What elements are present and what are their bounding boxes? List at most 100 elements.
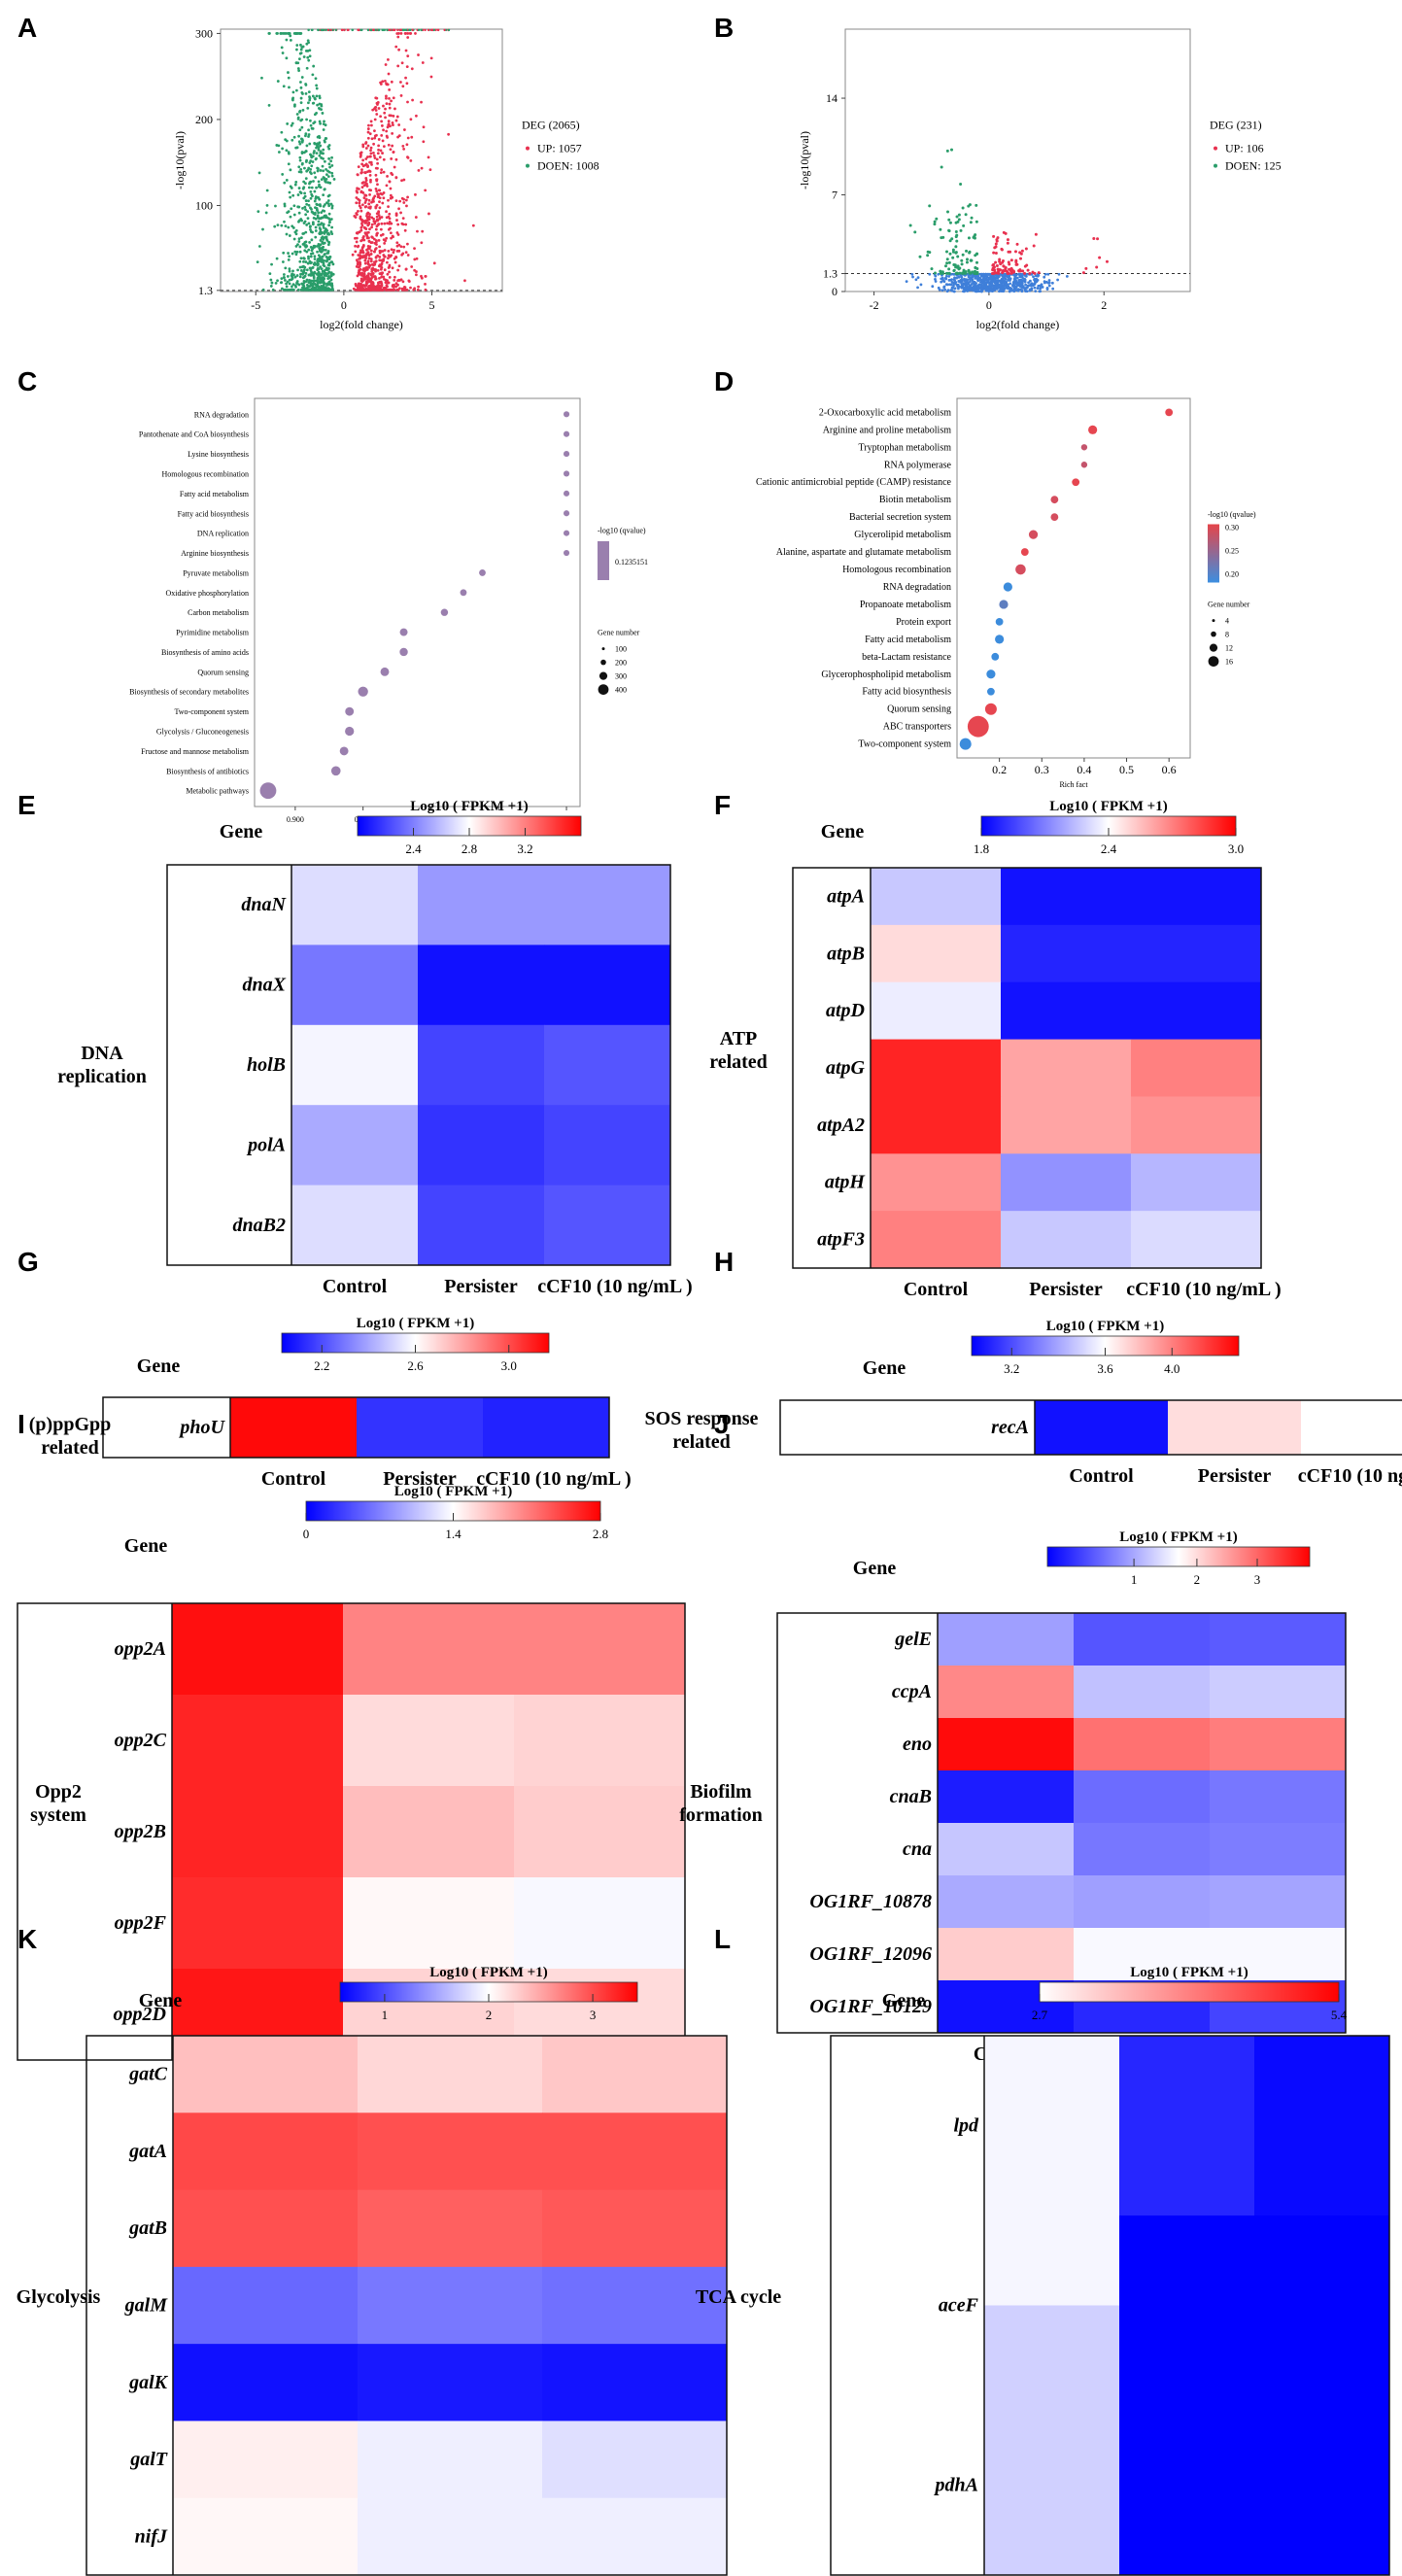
ns-point (1040, 283, 1043, 287)
up-point (406, 54, 410, 58)
down-point (967, 236, 971, 240)
heatmap-cell (358, 2344, 543, 2421)
heatmap-cell (1131, 1039, 1262, 1097)
down-point (299, 96, 303, 100)
up-point (399, 245, 403, 249)
down-point (283, 204, 287, 208)
up-point (367, 123, 370, 127)
up-point (367, 198, 371, 202)
down-point (277, 151, 281, 154)
down-point (304, 213, 308, 217)
bubble-point (967, 715, 989, 738)
down-point (327, 162, 331, 166)
up-point (1021, 269, 1025, 273)
category-label: Fatty acid biosynthesis (862, 687, 951, 698)
down-point (298, 142, 302, 146)
up-point (374, 227, 378, 231)
up-point (376, 161, 379, 165)
heatmap-cell (1074, 1875, 1211, 1929)
up-point (383, 241, 387, 245)
down-point (308, 259, 312, 263)
bubble-point (1072, 478, 1080, 487)
gene-header: Gene (821, 821, 865, 842)
up-point (380, 258, 383, 262)
down-point (961, 272, 965, 276)
down-point (319, 265, 323, 269)
category-label: formation (679, 1804, 763, 1826)
condition-label: cCF10 (10 ng/mL ) (1298, 1465, 1402, 1487)
up-point (383, 287, 387, 291)
category-label: beta-Lactam resistance (862, 652, 951, 663)
down-point (286, 275, 290, 278)
down-point (319, 121, 323, 125)
heatmap-cell (172, 1695, 344, 1787)
capped-point (340, 28, 344, 32)
category-label: ATP (720, 1028, 758, 1049)
heatmap-frame (792, 867, 1262, 1269)
up-point (386, 57, 390, 61)
bubble-point (563, 470, 570, 477)
colorbar-tick-label: 3.6 (1097, 1361, 1113, 1376)
up-point (357, 165, 360, 169)
down-point (305, 118, 308, 121)
down-point (315, 245, 319, 248)
bubble-point (999, 600, 1009, 609)
category-label: Arginine biosynthesis (181, 549, 249, 558)
colorbar-tick-label: 2.8 (462, 841, 477, 856)
down-point (310, 282, 314, 286)
heatmap-cell (544, 945, 671, 1026)
down-point (298, 245, 302, 249)
down-point (313, 199, 317, 203)
down-point (288, 267, 291, 271)
heatmap-cell (1210, 1666, 1347, 1719)
down-point (309, 245, 313, 249)
heatmap-cell (358, 2266, 543, 2345)
up-point (384, 63, 388, 66)
ns-point (938, 288, 941, 292)
down-point (325, 180, 327, 184)
up-point (407, 280, 411, 284)
up-point (365, 266, 368, 270)
up-point (360, 181, 364, 185)
up-point (355, 258, 359, 262)
up-point (396, 279, 399, 283)
down-point (326, 274, 330, 278)
category-label: Glycolysis / Gluconeogenesis (156, 728, 249, 737)
down-point (311, 155, 315, 158)
bubble-point (1028, 530, 1039, 539)
up-point (388, 275, 392, 279)
up-point (379, 267, 383, 271)
panel-label-J: J (714, 1409, 730, 1439)
capped-point (386, 28, 389, 32)
heatmap-cell (358, 2189, 543, 2268)
gene-label: opp2A (115, 1638, 166, 1660)
ns-point (916, 286, 919, 290)
up-point (405, 82, 409, 86)
up-point (355, 196, 359, 199)
down-point (330, 284, 334, 288)
down-point (285, 56, 289, 60)
down-point (315, 208, 319, 212)
heatmap-cell (1119, 2215, 1254, 2575)
down-point (303, 240, 307, 244)
up-point (379, 149, 383, 153)
up-point (369, 284, 373, 288)
up-point (420, 274, 423, 278)
colorbar-tick-label: 1 (1131, 1572, 1138, 1587)
up-point (362, 273, 366, 277)
heatmap-cell (984, 2036, 1119, 2306)
up-point (381, 250, 385, 253)
up-point (1006, 270, 1009, 274)
up-point (374, 96, 378, 100)
heatmap-cell (1131, 924, 1262, 983)
down-point (327, 223, 330, 227)
y-tick-label: 14 (826, 91, 838, 105)
heatmap-cell (1131, 868, 1262, 926)
ns-point (957, 280, 961, 283)
heatmap-cell (544, 1105, 671, 1186)
down-point (299, 257, 303, 260)
down-point (260, 76, 263, 80)
down-point (302, 264, 305, 268)
up-point (424, 283, 427, 286)
down-point (951, 250, 955, 254)
